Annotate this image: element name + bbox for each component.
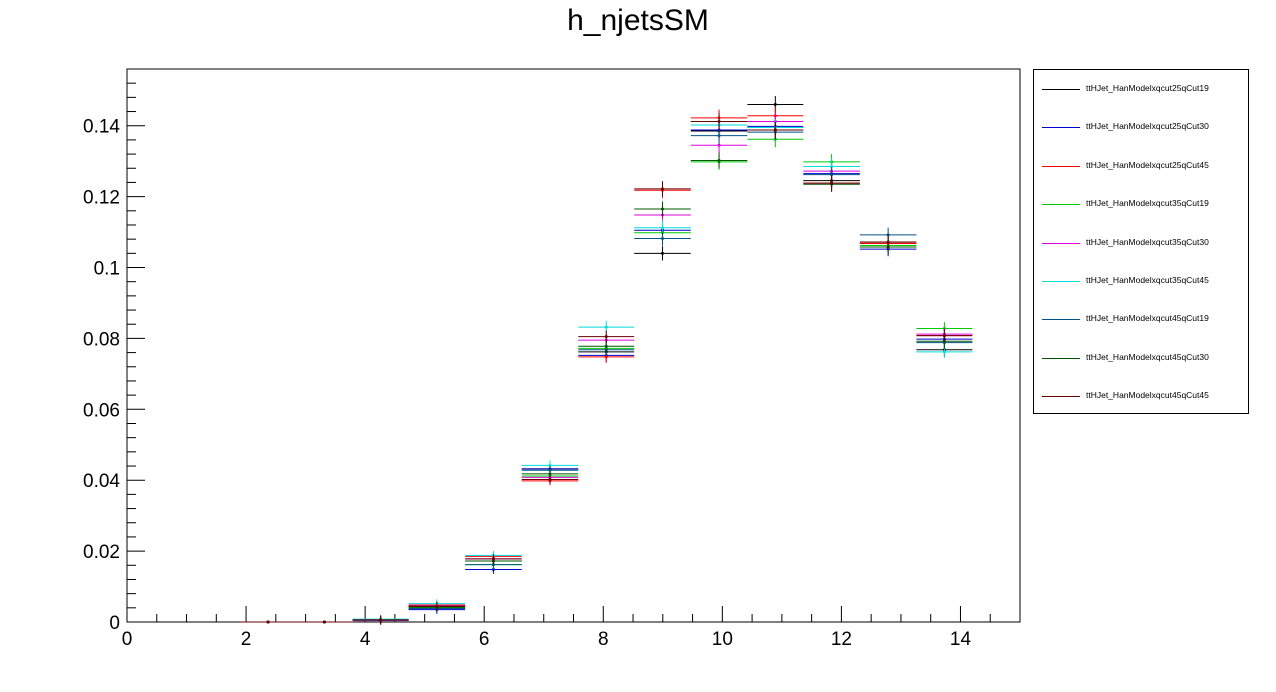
x-tick-label: 2 (241, 629, 252, 650)
data-point (830, 173, 834, 177)
series-9 (240, 113, 973, 625)
legend-entry: ttHJet_HanModelxqcut25qCut45 (1034, 156, 1250, 176)
data-point (773, 128, 777, 132)
data-point (491, 568, 495, 572)
data-point (548, 477, 552, 481)
data-point (717, 134, 721, 138)
data-point (661, 251, 665, 255)
legend-label: ttHJet_HanModelxqcut35qCut30 (1086, 236, 1209, 247)
data-point (604, 335, 608, 339)
x-axis: 0 2 4 6 8 10 12 14 (122, 606, 1021, 650)
legend-line-swatch (1042, 204, 1080, 206)
legend-line-swatch (1042, 165, 1080, 167)
series-layer (240, 96, 973, 625)
data-point (548, 463, 552, 467)
series-8 (240, 121, 973, 625)
series-7 (240, 123, 973, 625)
x-tick-label: 14 (950, 629, 972, 650)
legend-line-swatch (1042, 319, 1080, 321)
y-tick-label: 0.12 (83, 188, 120, 209)
series-4 (240, 131, 973, 625)
legend-entry: ttHJet_HanModelxqcut45qCut45 (1034, 386, 1250, 406)
legend-line-swatch (1042, 89, 1080, 90)
data-point (942, 350, 946, 354)
y-tick-label: 0.04 (83, 471, 120, 492)
y-axis: 0 0.02 0.04 0.06 0.08 0.1 0.12 0.14 (83, 68, 145, 634)
x-tick-label: 12 (831, 629, 852, 650)
legend-line-swatch (1042, 396, 1080, 398)
data-point (773, 102, 777, 106)
x-tick-label: 0 (122, 629, 133, 650)
legend-entry: ttHJet_HanModelxqcut45qCut30 (1034, 348, 1250, 368)
series-2 (240, 118, 973, 625)
legend-label: ttHJet_HanModelxqcut25qCut30 (1086, 121, 1209, 132)
y-tick-label: 0.08 (83, 329, 120, 350)
legend-label: ttHJet_HanModelxqcut35qCut19 (1086, 198, 1209, 209)
x-tick-label: 6 (479, 629, 490, 650)
data-point (604, 355, 608, 359)
data-point (661, 207, 665, 211)
data-point (548, 472, 552, 476)
data-point (435, 604, 439, 608)
y-tick-label: 0.02 (83, 542, 120, 563)
data-point (661, 236, 665, 240)
legend-label: ttHJet_HanModelxqcut45qCut19 (1086, 313, 1209, 324)
legend-entry: ttHJet_HanModelxqcut25qCut30 (1034, 117, 1250, 137)
y-tick-label: 0.14 (83, 117, 120, 138)
data-point (830, 164, 834, 168)
data-point (717, 158, 721, 162)
data-point (661, 187, 665, 191)
data-point (886, 240, 890, 244)
data-point (604, 344, 608, 348)
data-point (942, 334, 946, 338)
legend-entry: ttHJet_HanModelxqcut45qCut19 (1034, 309, 1250, 329)
series-3 (240, 107, 973, 624)
data-point (717, 143, 721, 147)
data-point (830, 181, 834, 185)
legend-line-swatch (1042, 281, 1080, 282)
x-tick-label: 8 (598, 629, 609, 650)
plot-frame (126, 68, 1021, 623)
data-point (661, 226, 665, 230)
data-point (266, 620, 270, 624)
legend: ttHJet_HanModelxqcut25qCut19 ttHJet_HanMo… (1033, 69, 1249, 414)
y-tick-label: 0.1 (94, 259, 120, 280)
data-point (322, 620, 326, 624)
x-tick-label: 4 (360, 629, 371, 650)
legend-label: ttHJet_HanModelxqcut25qCut19 (1086, 83, 1209, 93)
series-6 (240, 116, 973, 624)
data-point (379, 618, 383, 622)
data-point (604, 325, 608, 329)
legend-entry: ttHJet_HanModelxqcut35qCut30 (1034, 233, 1250, 253)
legend-label: ttHJet_HanModelxqcut45qCut30 (1086, 351, 1209, 362)
legend-entry: ttHJet_HanModelxqcut35qCut19 (1034, 194, 1250, 214)
legend-label: ttHJet_HanModelxqcut25qCut45 (1086, 159, 1209, 170)
legend-entry: ttHJet_HanModelxqcut35qCut45 (1034, 271, 1250, 291)
data-point (491, 557, 495, 561)
legend-line-swatch (1042, 357, 1080, 359)
y-tick-label: 0 (109, 613, 120, 634)
legend-label: ttHJet_HanModelxqcut35qCut45 (1086, 275, 1209, 285)
legend-entry: ttHJet_HanModelxqcut25qCut19 (1034, 79, 1250, 99)
legend-line-swatch (1042, 127, 1080, 129)
chart-title: h_njetsSM (567, 4, 709, 37)
y-tick-label: 0.06 (83, 400, 120, 421)
x-tick-label: 10 (712, 629, 733, 650)
legend-label: ttHJet_HanModelxqcut45qCut45 (1086, 390, 1209, 401)
series-5 (240, 113, 973, 625)
data-point (717, 119, 721, 123)
legend-line-swatch (1042, 242, 1080, 244)
